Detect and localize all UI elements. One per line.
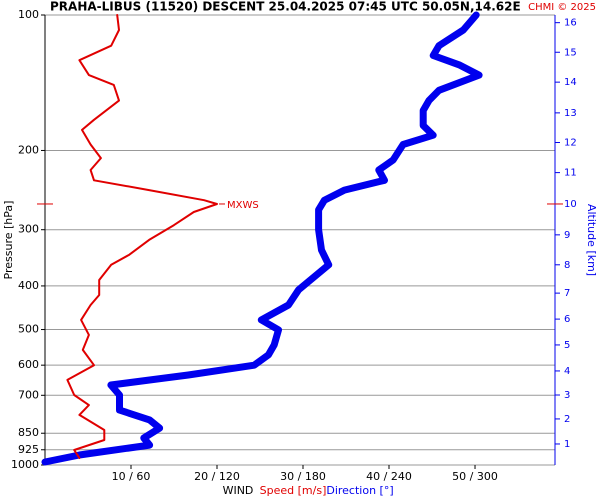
- legend-entry: Direction [°]: [326, 484, 393, 497]
- y-tick-label: 500: [18, 323, 39, 336]
- y2-tick-label: 8: [564, 260, 570, 271]
- y-axis-label: Pressure [hPa]: [2, 201, 15, 280]
- x-tick-label: 10 / 60: [112, 470, 151, 483]
- y2-tick-label: 7: [564, 288, 570, 299]
- y2-axis-label: Altitude [km]: [585, 204, 598, 276]
- y-tick-label: 300: [18, 223, 39, 236]
- y-tick-label: 700: [18, 388, 39, 401]
- y2-tick-label: 13: [564, 108, 577, 119]
- y-tick-label: 1000: [11, 458, 39, 471]
- y2-tick-label: 14: [564, 77, 577, 88]
- y2-tick-label: 4: [564, 366, 570, 377]
- chart-title: PRAHA-LIBUS (11520) DESCENT 25.04.2025 0…: [50, 0, 521, 14]
- x-tick-label: 30 / 180: [280, 470, 326, 483]
- direction-line: [41, 11, 483, 466]
- y-tick-label: 925: [18, 443, 39, 456]
- y-tick-label: 100: [18, 8, 39, 21]
- y2-tick-label: 6: [564, 314, 570, 325]
- y2-tick-label: 3: [564, 390, 570, 401]
- y2-tick-label: 12: [564, 137, 577, 148]
- legend-entry: Speed [m/s]: [260, 484, 327, 497]
- annotation: MXWS: [227, 200, 259, 211]
- y2-tick-label: 1: [564, 439, 570, 450]
- x-tick-label: 20 / 120: [194, 470, 240, 483]
- y2-tick-label: 16: [564, 18, 577, 29]
- y-tick-label: 850: [18, 426, 39, 439]
- y2-tick-label: 15: [564, 47, 577, 58]
- y2-tick-label: 2: [564, 414, 570, 425]
- x-tick-label: 40 / 240: [366, 470, 412, 483]
- y2-tick-label: 10: [564, 199, 577, 210]
- x-tick-label: 50 / 300: [452, 470, 498, 483]
- speed-line: [66, 14, 218, 459]
- x-axis-label: WIND: [223, 484, 254, 497]
- y2-tick-label: 9: [564, 230, 570, 241]
- y2-tick-label: 5: [564, 340, 570, 351]
- y2-tick-label: 11: [564, 168, 577, 179]
- y-tick-label: 400: [18, 279, 39, 292]
- y-tick-label: 200: [18, 143, 39, 156]
- y-tick-label: 600: [18, 358, 39, 371]
- copyright: CHMI © 2025: [528, 2, 596, 13]
